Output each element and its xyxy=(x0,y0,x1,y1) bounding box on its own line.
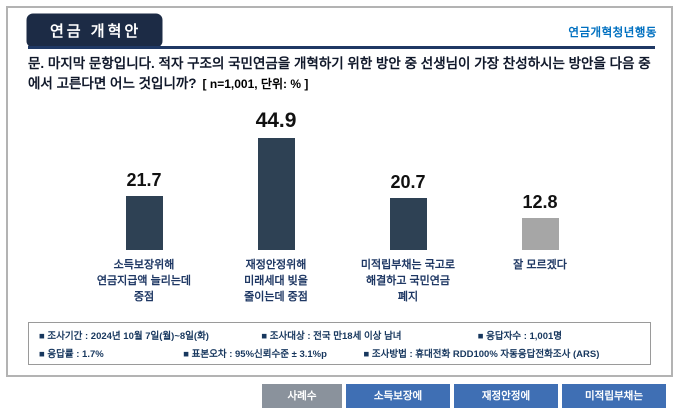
bar xyxy=(521,218,559,250)
survey-info-box: ■ 조사기간 : 2024년 10월 7일(월)~8일(화) ■ 조사대상 : 전… xyxy=(28,322,651,365)
bar-group: 12.8 잘 모르겠다 xyxy=(474,98,606,308)
bar-group: 21.7 소득보장위해 연금지급액 늘리는데 중점 xyxy=(78,98,210,308)
bar-group: 44.9 재정안정위해 미래세대 빚을 줄이는데 중점 xyxy=(210,98,342,308)
table-header-peek: 사례수 소득보장에 재정안정에 미적립부채는 xyxy=(262,384,666,408)
bar-chart: 21.7 소득보장위해 연금지급액 늘리는데 중점 44.9 재정안정위해 미래세대 … xyxy=(78,98,606,308)
survey-info-item: ■ 응답자수 : 1,001명 xyxy=(477,330,563,342)
table-header-cell: 사례수 xyxy=(262,384,342,408)
survey-info-item: ■ 표본오차 : 95%신뢰수준 ± 3.1%p xyxy=(183,348,327,360)
report-slide: 연금 개혁안 연금개혁청년행동 문. 마지막 문항입니다. 적자 구조의 국민연… xyxy=(6,6,673,377)
sample-note: [ n=1,001, 단위: % ] xyxy=(202,77,309,92)
bar-area: 44.9 xyxy=(255,98,297,250)
survey-info-item: ■ 조사기간 : 2024년 10월 7일(월)~8일(화) xyxy=(39,330,209,342)
table-header-cell: 재정안정에 xyxy=(454,384,558,408)
table-header-cell: 소득보장에 xyxy=(346,384,450,408)
organization-name: 연금개혁청년행동 xyxy=(568,27,657,39)
bar xyxy=(125,195,163,250)
title-badge: 연금 개혁안 xyxy=(28,15,162,46)
survey-info-item: ■ 조사방법 : 휴대전화 RDD100% 자동응답전화조사 (ARS) xyxy=(363,348,600,360)
bar-group: 20.7 미적립부채는 국고로 해결하고 국민연금 폐지 xyxy=(342,98,474,308)
bar-category-label: 미적립부채는 국고로 해결하고 국민연금 폐지 xyxy=(360,259,456,303)
table-header-cell: 미적립부채는 xyxy=(562,384,666,408)
info-row-1: ■ 조사기간 : 2024년 10월 7일(월)~8일(화) ■ 조사대상 : 전… xyxy=(39,328,640,342)
survey-info-item: ■ 조사대상 : 전국 만18세 이상 남녀 xyxy=(261,330,402,342)
bar-value-label: 12.8 xyxy=(522,192,558,212)
bar xyxy=(257,137,295,250)
question-text: 문. 마지막 문항입니다. 적자 구조의 국민연금을 개혁하기 위한 방안 중 … xyxy=(28,54,662,95)
question-body: 문. 마지막 문항입니다. 적자 구조의 국민연금을 개혁하기 위한 방안 중 … xyxy=(28,56,651,92)
survey-info-item: ■ 응답률 : 1.7% xyxy=(39,348,104,360)
bar-area: 20.7 xyxy=(389,98,427,250)
bar-value-label: 44.9 xyxy=(255,108,297,132)
bar-area: 21.7 xyxy=(125,98,163,250)
bar-category-label: 소득보장위해 연금지급액 늘리는데 중점 xyxy=(96,259,192,303)
bar-category-label: 잘 모르겠다 xyxy=(513,259,567,271)
header-divider xyxy=(28,46,655,49)
bar xyxy=(389,198,427,250)
info-row-2: ■ 응답률 : 1.7% ■ 표본오차 : 95%신뢰수준 ± 3.1%p ■ 조사… xyxy=(39,346,640,360)
bar-category-label: 재정안정위해 미래세대 빚을 줄이는데 중점 xyxy=(244,259,308,303)
bar-value-label: 20.7 xyxy=(390,172,426,193)
bar-area: 12.8 xyxy=(521,98,559,250)
bar-value-label: 21.7 xyxy=(126,169,162,190)
